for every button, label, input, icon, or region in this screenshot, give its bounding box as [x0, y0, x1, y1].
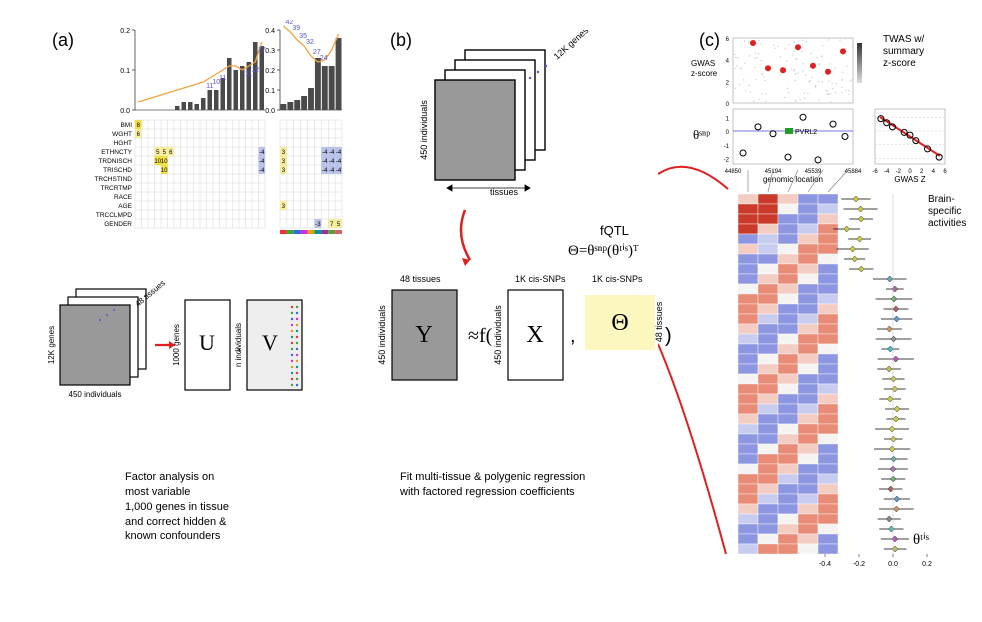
svg-text:-4: -4	[329, 159, 335, 165]
svg-text:450 individuals: 450 individuals	[493, 305, 503, 365]
svg-text:450 individuals: 450 individuals	[69, 390, 122, 399]
svg-text:0.0: 0.0	[888, 561, 898, 568]
panel-a-charts: 0.00.10.21110111112170.00.10.20.30.44239…	[60, 20, 360, 280]
svg-text:fQTL: fQTL	[600, 223, 629, 238]
svg-text:1: 1	[726, 116, 730, 122]
svg-text:10: 10	[161, 168, 168, 174]
svg-text:12K genes: 12K genes	[47, 326, 56, 364]
svg-text:WGHT: WGHT	[112, 131, 132, 138]
svg-text:0.1: 0.1	[265, 88, 275, 95]
svg-text:45884: 45884	[845, 169, 862, 175]
svg-text:-4: -4	[322, 150, 328, 156]
svg-text:specific: specific	[928, 206, 961, 217]
svg-text:10: 10	[161, 159, 168, 165]
svg-text:-0.4: -0.4	[819, 561, 831, 568]
svg-text:11: 11	[219, 75, 226, 82]
svg-text:0.2: 0.2	[265, 68, 275, 75]
svg-text:GENDER: GENDER	[104, 221, 132, 228]
svg-text:θˢⁿᵖ: θˢⁿᵖ	[693, 127, 710, 142]
panel-a-decomp: 12K genes450 individuals48 tissuesU1000 …	[30, 280, 330, 470]
svg-text:44850: 44850	[725, 169, 742, 175]
svg-text:TWAS w/: TWAS w/	[883, 34, 925, 45]
svg-text:0.2: 0.2	[922, 561, 932, 568]
svg-text:0: 0	[726, 130, 730, 136]
svg-text:n individuals: n individuals	[234, 323, 243, 367]
svg-text:0.3: 0.3	[265, 48, 275, 55]
svg-text:-4: -4	[329, 150, 335, 156]
svg-text:TRDNISCH: TRDNISCH	[98, 158, 132, 165]
svg-text:24: 24	[320, 55, 328, 62]
svg-text:1K cis-SNPs: 1K cis-SNPs	[592, 274, 643, 284]
svg-text:-0.2: -0.2	[853, 561, 865, 568]
svg-text:-1: -1	[724, 144, 730, 150]
svg-text:-2: -2	[724, 158, 730, 164]
svg-text:HGHT: HGHT	[114, 140, 132, 147]
svg-text:-3: -3	[315, 222, 321, 228]
svg-text:TRISCHD: TRISCHD	[103, 167, 132, 174]
svg-text:6: 6	[943, 169, 947, 175]
svg-text:Y: Y	[415, 322, 432, 348]
svg-text:-4: -4	[336, 168, 342, 174]
panel-c-svg: GWASz-score0246-2-101PVRL2θˢⁿᵖ4485045194…	[658, 20, 978, 610]
svg-text:Θ: Θ	[611, 310, 628, 336]
svg-text:TRCRTMP: TRCRTMP	[100, 185, 132, 192]
svg-text:0: 0	[726, 102, 730, 108]
svg-text:0.2: 0.2	[120, 28, 130, 35]
svg-text:4: 4	[932, 169, 936, 175]
svg-text:BMI: BMI	[120, 122, 132, 129]
svg-text:-4: -4	[259, 159, 265, 165]
svg-text:Θ=θˢⁿᵖ(θᵗⁱˢ)ᵀ: Θ=θˢⁿᵖ(θᵗⁱˢ)ᵀ	[568, 243, 639, 259]
svg-text:≈f(: ≈f(	[468, 325, 493, 347]
svg-text:450 individuals: 450 individuals	[377, 305, 387, 365]
svg-text:-6: -6	[872, 169, 878, 175]
caption-b: Fit multi-tissue & polygenic regression …	[400, 470, 650, 500]
svg-text:32: 32	[306, 39, 314, 46]
svg-text:X: X	[526, 322, 543, 348]
svg-text:ETHNCTY: ETHNCTY	[101, 149, 132, 156]
svg-text:summary: summary	[883, 46, 924, 57]
caption-a: Factor analysis on most variable 1,000 g…	[125, 470, 305, 544]
svg-text:,: ,	[570, 325, 576, 347]
svg-text:0.0: 0.0	[265, 108, 275, 115]
svg-text:-4: -4	[322, 159, 328, 165]
svg-text:tissues: tissues	[490, 187, 519, 197]
svg-text:activities: activities	[928, 218, 966, 229]
svg-text:GWAS Z: GWAS Z	[894, 175, 925, 184]
svg-text:-4: -4	[322, 168, 328, 174]
svg-text:PVRL2: PVRL2	[795, 129, 817, 136]
svg-text:-4: -4	[259, 150, 265, 156]
svg-text:0.1: 0.1	[120, 68, 130, 75]
svg-text:0.4: 0.4	[265, 28, 275, 35]
svg-text:0.0: 0.0	[120, 108, 130, 115]
svg-text:TRCHSTIND: TRCHSTIND	[94, 176, 132, 183]
svg-text:-4: -4	[336, 150, 342, 156]
svg-text:θᵗⁱˢ: θᵗⁱˢ	[913, 532, 929, 548]
svg-text:Brain-: Brain-	[928, 194, 955, 205]
svg-text:-4: -4	[884, 169, 890, 175]
svg-text:1000 genes: 1000 genes	[172, 324, 181, 366]
svg-text:6: 6	[726, 37, 730, 43]
svg-text:V: V	[262, 330, 278, 355]
svg-text:-4: -4	[336, 159, 342, 165]
svg-text:U: U	[199, 330, 215, 355]
svg-text:AGE: AGE	[118, 203, 132, 210]
svg-text:TRCCLMPD: TRCCLMPD	[96, 212, 132, 219]
svg-text:RACE: RACE	[114, 194, 133, 201]
svg-text:1K cis-SNPs: 1K cis-SNPs	[515, 274, 566, 284]
svg-text:39: 39	[292, 25, 300, 32]
svg-text:-4: -4	[259, 168, 265, 174]
svg-text:-4: -4	[329, 168, 335, 174]
svg-text:4: 4	[726, 59, 730, 65]
svg-text:2: 2	[726, 80, 730, 86]
panel-b-svg: 450 individuals tissues 12K genes 48 tissue…	[360, 30, 690, 460]
svg-text:GWAS: GWAS	[691, 59, 715, 68]
svg-text:12K genes: 12K genes	[552, 30, 591, 61]
svg-text:450 individuals: 450 individuals	[419, 100, 429, 160]
svg-text:12: 12	[251, 67, 259, 74]
svg-text:z-score: z-score	[691, 69, 718, 78]
svg-text:z-score: z-score	[883, 58, 916, 69]
svg-text:48 tissues: 48 tissues	[400, 274, 441, 284]
